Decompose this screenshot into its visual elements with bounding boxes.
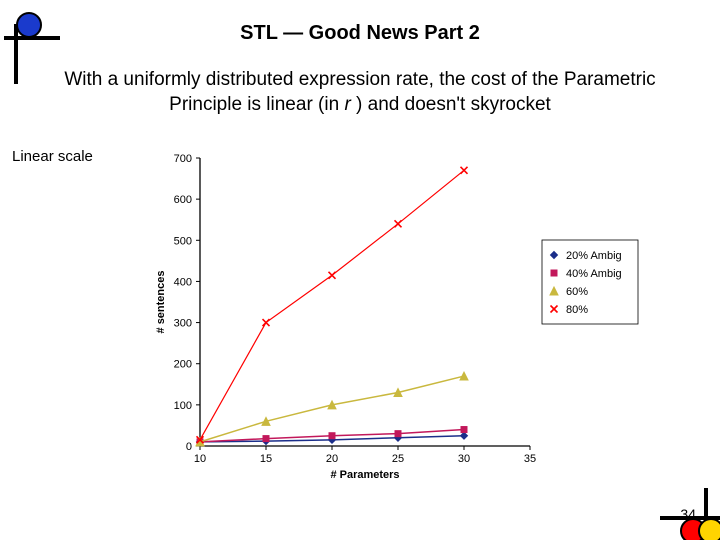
left-note: Linear scale	[12, 148, 93, 165]
line-chart: 10 15 20 25 30 35 0 100 200 300 400 500 600 700 # Para…	[150, 150, 650, 480]
svg-text:15: 15	[260, 453, 272, 465]
svg-text:200: 200	[174, 359, 192, 371]
page-number: 34	[680, 506, 696, 522]
svg-text:0: 0	[186, 441, 192, 453]
svg-text:# Parameters: # Parameters	[330, 469, 399, 480]
svg-text:# sentences: # sentences	[155, 271, 167, 334]
svg-text:25: 25	[392, 453, 404, 465]
svg-text:60%: 60%	[566, 286, 588, 298]
svg-text:10: 10	[194, 453, 206, 465]
svg-text:20% Ambig: 20% Ambig	[566, 250, 622, 262]
slide-subtitle: With a uniformly distributed expression …	[60, 68, 660, 117]
svg-text:600: 600	[174, 194, 192, 206]
svg-text:40% Ambig: 40% Ambig	[566, 268, 622, 280]
svg-text:700: 700	[174, 153, 192, 165]
svg-text:100: 100	[174, 400, 192, 412]
svg-text:35: 35	[524, 453, 536, 465]
svg-text:30: 30	[458, 453, 470, 465]
subtitle-suffix: ) and doesn't skyrocket	[351, 94, 551, 115]
svg-text:300: 300	[174, 318, 192, 330]
svg-text:80%: 80%	[566, 304, 588, 316]
svg-text:500: 500	[174, 235, 192, 247]
slide-title: STL — Good News Part 2	[0, 22, 720, 45]
svg-text:400: 400	[174, 276, 192, 288]
svg-text:20: 20	[326, 453, 338, 465]
